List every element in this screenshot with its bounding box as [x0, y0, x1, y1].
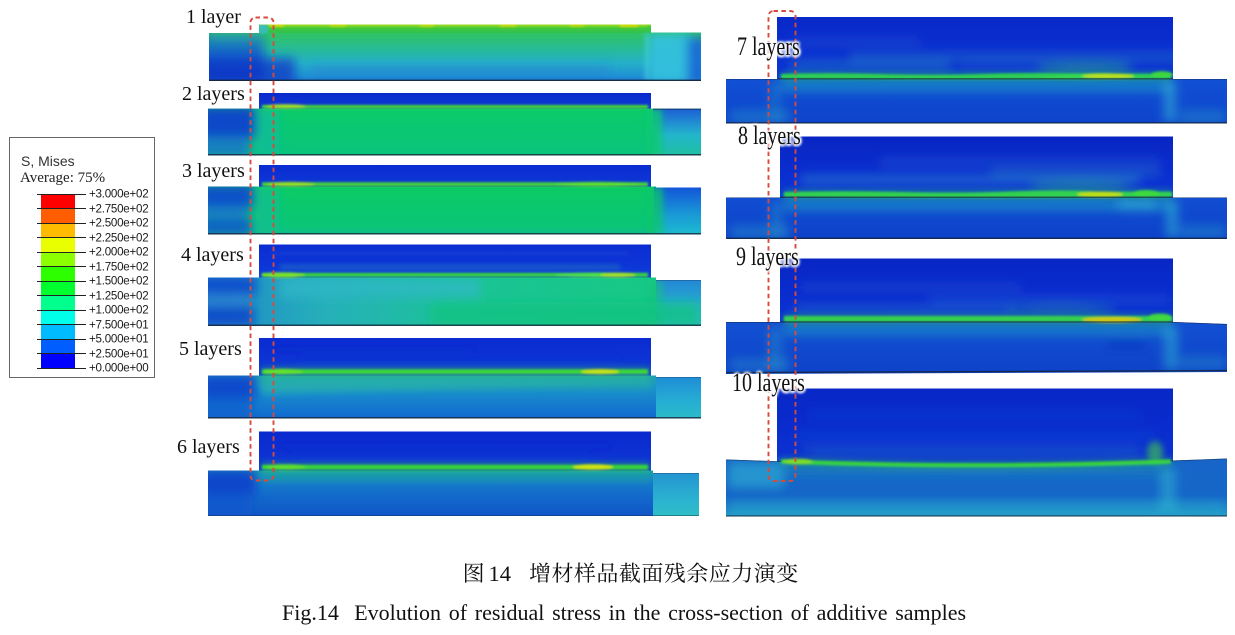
svg-text:14: 14 — [489, 561, 512, 586]
